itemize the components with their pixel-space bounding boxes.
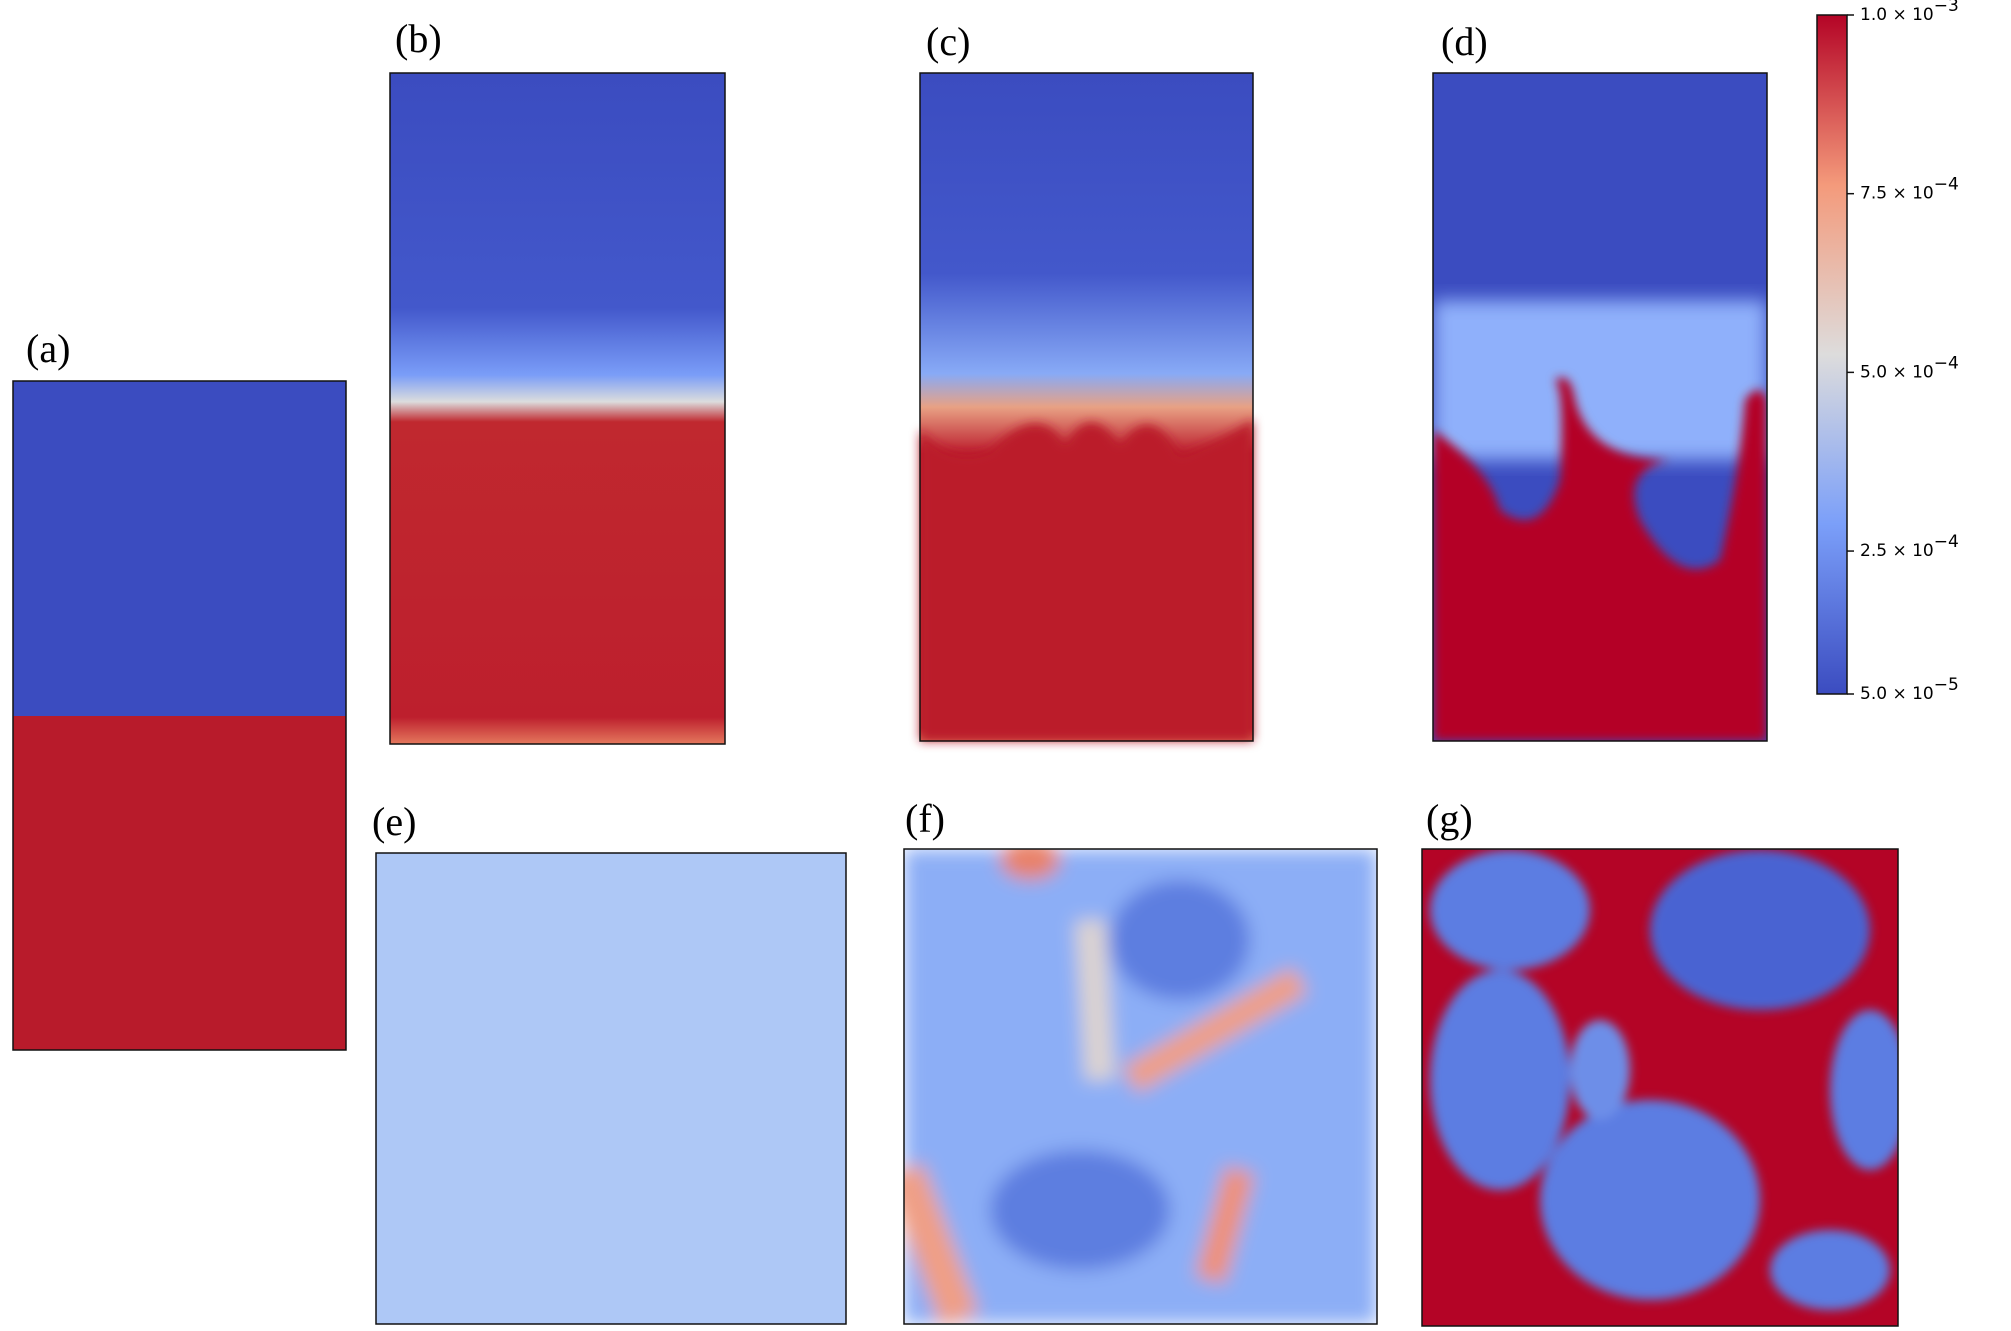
panel-frame	[1421, 848, 1899, 1327]
panel-label: (f)	[905, 796, 945, 841]
panel-g-field	[1422, 849, 1898, 1326]
panel-frame	[389, 72, 726, 745]
tick-mantissa: 1.0 × 10	[1860, 5, 1934, 25]
panel-frame	[1432, 72, 1768, 742]
tick-exponent: −3	[1934, 0, 1959, 16]
tick-mantissa: 5.0 × 10	[1860, 684, 1934, 704]
panel-label: (e)	[372, 799, 416, 844]
colorbar-tick-label: 1.0 × 10−3	[1860, 0, 1959, 25]
panel-a-top	[13, 381, 346, 716]
panel-b-field	[390, 73, 725, 744]
panel-e-field	[376, 853, 846, 1324]
tick-exponent: −4	[1934, 175, 1959, 195]
panel-label: (g)	[1426, 796, 1473, 841]
colorbar-tick-label: 7.5 × 10−4	[1860, 175, 1959, 204]
colorbar-tick-label: 5.0 × 10−4	[1860, 353, 1959, 382]
panel-c-front	[920, 420, 1253, 741]
panel-frame	[375, 852, 847, 1325]
panel-label: (c)	[926, 19, 970, 64]
panel-frame	[903, 848, 1378, 1325]
panel-d-field	[1433, 73, 1767, 741]
panel-a-bottom	[13, 716, 346, 1050]
colorbar-tick-label: 5.0 × 10−5	[1860, 675, 1959, 704]
tick-mantissa: 2.5 × 10	[1860, 541, 1934, 561]
tick-mantissa: 7.5 × 10	[1860, 184, 1934, 204]
colorbar	[1817, 15, 1847, 694]
tick-exponent: −5	[1934, 675, 1959, 695]
panel-label: (d)	[1441, 19, 1488, 64]
panel-frame	[919, 72, 1254, 742]
panel-label: (a)	[26, 326, 70, 371]
tick-exponent: −4	[1934, 353, 1959, 373]
panel-frame	[12, 380, 347, 1051]
tick-exponent: −4	[1934, 532, 1959, 552]
colorbar-frame	[1816, 14, 1848, 695]
panel-f-field	[904, 849, 1377, 1324]
panel-label: (b)	[395, 16, 442, 61]
tick-mantissa: 5.0 × 10	[1860, 362, 1934, 382]
colorbar-tick-label: 2.5 × 10−4	[1860, 532, 1959, 561]
